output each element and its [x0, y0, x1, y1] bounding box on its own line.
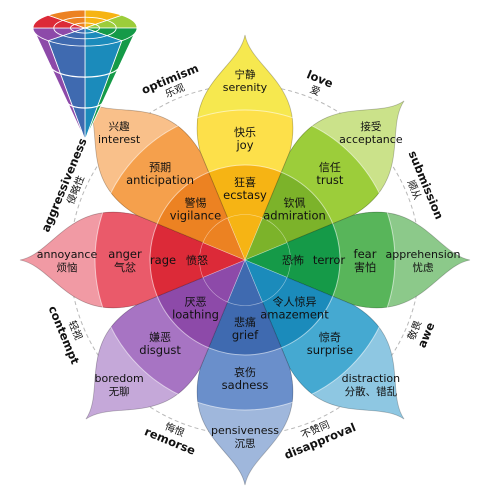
outer-label-trust: acceptance — [339, 133, 403, 146]
middle-label-anger: anger — [108, 247, 142, 261]
center-wedge-anticipation — [202, 217, 246, 261]
outer-label-disgust: boredom — [94, 372, 143, 385]
middle-label-fear: fear — [354, 247, 377, 261]
petal-trust-middle-band — [245, 110, 395, 261]
emotion-cone-3d-model — [32, 9, 138, 141]
outer-label-zh-trust: 接受 — [360, 120, 381, 133]
inner-label-anticipation: vigilance — [170, 209, 221, 223]
middle-label-zh-anger: 气忿 — [114, 260, 136, 274]
inner-label-zh-trust: 钦佩 — [284, 196, 306, 210]
petal-disgust-inner-band — [150, 260, 246, 355]
petal-disgust-middle-band — [95, 260, 246, 410]
outer-label-anticipation: interest — [98, 133, 141, 146]
middle-label-anticipation: anticipation — [126, 173, 194, 187]
middle-label-zh-disgust: 嫌恶 — [149, 330, 171, 344]
inner-label-zh-disgust: 厌恶 — [185, 296, 207, 309]
inner-label-fear: terror — [313, 253, 346, 267]
outer-label-surprise: distraction — [342, 372, 400, 385]
inner-label-zh-anger: 愤怒 — [186, 253, 208, 267]
wheel-center — [199, 214, 291, 306]
cone-top-ring-inner — [69, 22, 101, 34]
outer-label-zh-disgust: 无聊 — [109, 385, 130, 398]
middle-label-zh-anticipation: 预期 — [149, 161, 171, 174]
middle-label-zh-sadness: 哀伤 — [234, 365, 256, 379]
middle-label-trust: trust — [316, 173, 344, 187]
dyad-label-zh-love: 爱 — [308, 83, 322, 99]
outer-label-zh-anticipation: 兴趣 — [109, 120, 130, 133]
inner-label-zh-surprise: 令人惊异 — [273, 295, 317, 309]
outer-label-zh-joy: 宁静 — [235, 68, 256, 81]
inner-label-joy: ecstasy — [223, 188, 267, 202]
outer-label-joy: serenity — [223, 81, 268, 94]
petal-trust-inner-band — [245, 165, 340, 261]
outer-label-fear: apprehension — [386, 248, 461, 261]
inner-label-trust: admiration — [263, 209, 326, 223]
middle-label-disgust: disgust — [139, 343, 181, 357]
middle-label-zh-joy: 快乐 — [234, 126, 256, 139]
outer-label-zh-surprise: 分散、错乱 — [345, 385, 398, 398]
petal-surprise-middle-band — [245, 260, 395, 410]
outer-label-zh-anger: 烦恼 — [57, 261, 78, 274]
cone-top-ring — [53, 16, 117, 40]
outer-label-zh-sadness: 沉思 — [235, 437, 256, 450]
petal-surprise-inner-band — [245, 260, 340, 355]
inner-label-zh-fear: 恐怖 — [282, 253, 304, 267]
middle-label-joy: joy — [235, 138, 253, 152]
middle-label-zh-surprise: 惊奇 — [319, 330, 341, 344]
inner-label-zh-anticipation: 警惕 — [185, 196, 207, 210]
inner-label-sadness: grief — [232, 328, 259, 342]
middle-label-zh-fear: 害怕 — [354, 260, 376, 274]
outer-label-sadness: pensiveness — [211, 424, 279, 437]
inner-label-zh-sadness: 悲痛 — [234, 315, 256, 329]
cone-intensity-ring — [66, 101, 104, 109]
cone-intensity-ring — [49, 64, 121, 78]
intensity-rings — [94, 109, 396, 411]
outer-label-zh-fear: 忧虑 — [413, 261, 434, 274]
middle-label-surprise: surprise — [307, 343, 353, 357]
middle-label-zh-trust: 信任 — [319, 161, 341, 174]
inner-label-anger: rage — [150, 253, 176, 267]
middle-label-sadness: sadness — [222, 378, 269, 392]
outer-label-anger: annoyance — [37, 248, 98, 261]
inner-label-zh-joy: 狂喜 — [234, 176, 256, 189]
inner-label-surprise: amazement — [260, 308, 329, 322]
inner-label-disgust: loathing — [172, 308, 219, 322]
